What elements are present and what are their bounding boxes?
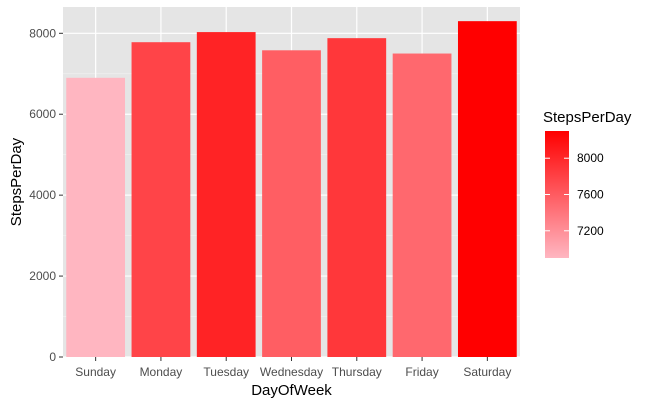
bar-monday bbox=[131, 42, 191, 358]
legend-ticks: 7200 7600 8000 bbox=[545, 151, 604, 238]
legend-tick-label: 8000 bbox=[577, 151, 604, 165]
legend-tick-label: 7600 bbox=[577, 188, 604, 202]
x-tick-label: Friday bbox=[405, 365, 438, 379]
bar-tuesday bbox=[196, 32, 256, 358]
x-tick-label: Saturday bbox=[463, 365, 511, 379]
y-tick-label: 2000 bbox=[29, 269, 56, 283]
x-tick-label: Monday bbox=[140, 365, 183, 379]
y-axis-title: StepsPerDay bbox=[8, 137, 25, 226]
bars bbox=[66, 21, 517, 358]
legend-title: StepsPerDay bbox=[543, 109, 632, 126]
y-tick-label: 6000 bbox=[29, 107, 56, 121]
y-tick-label: 0 bbox=[49, 350, 56, 364]
bar-friday bbox=[392, 53, 452, 357]
x-tick-label: Thursday bbox=[332, 365, 382, 379]
bar-thursday bbox=[327, 38, 387, 358]
x-tick-label: Wednesday bbox=[260, 365, 323, 379]
legend: StepsPerDay 7200 7600 8000 bbox=[543, 109, 632, 258]
x-axis: Sunday Monday Tuesday Wednesday Thursday Frid… bbox=[75, 357, 511, 379]
y-tick-label: 4000 bbox=[29, 188, 56, 202]
x-tick-label: Sunday bbox=[75, 365, 116, 379]
bar-sunday bbox=[66, 77, 126, 357]
x-tick-label: Tuesday bbox=[203, 365, 249, 379]
y-axis: 0 2000 4000 6000 8000 bbox=[29, 26, 63, 364]
bar-wednesday bbox=[262, 50, 321, 357]
x-axis-title: DayOfWeek bbox=[251, 382, 332, 399]
legend-tick-label: 7200 bbox=[577, 224, 604, 238]
y-tick-label: 8000 bbox=[29, 26, 56, 40]
bar-saturday bbox=[457, 21, 517, 357]
